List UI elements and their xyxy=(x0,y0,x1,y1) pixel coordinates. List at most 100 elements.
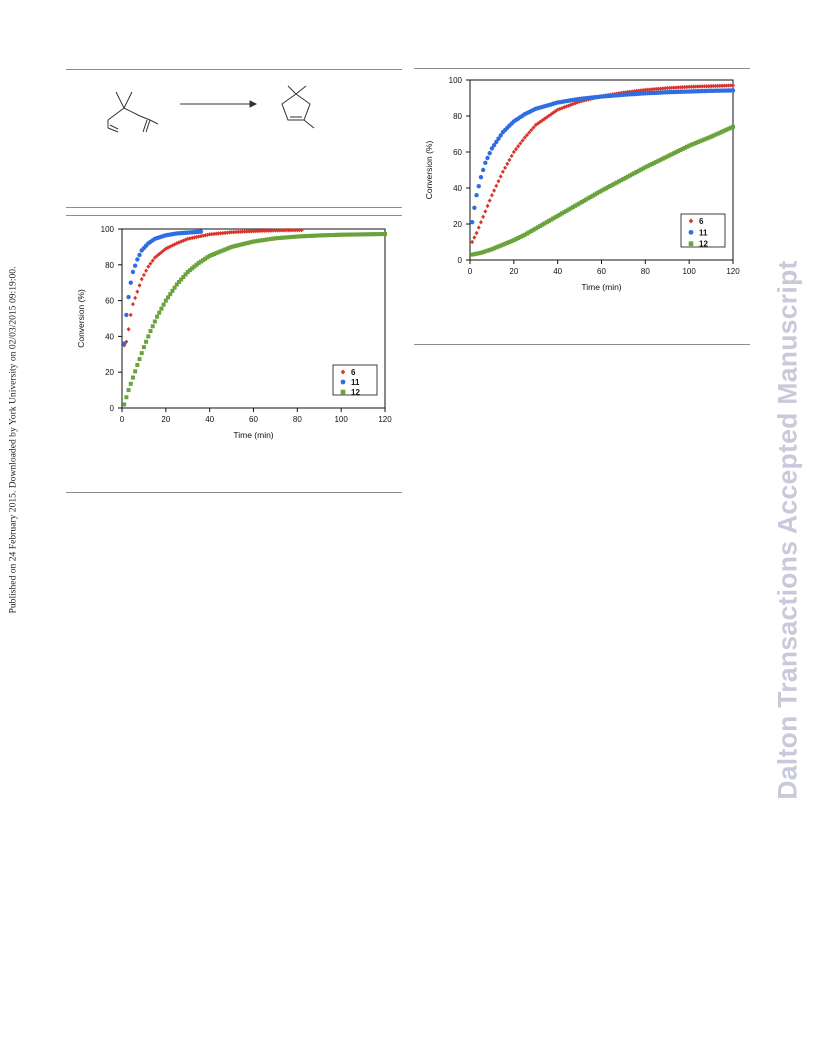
data-point xyxy=(251,239,256,244)
data-point xyxy=(295,227,300,233)
data-point xyxy=(494,139,499,145)
download-note-text: Published on 24 February 2015. Downloade… xyxy=(7,266,19,614)
data-point xyxy=(663,86,668,91)
data-point xyxy=(336,232,341,237)
data-point xyxy=(726,126,731,131)
data-point xyxy=(258,228,263,234)
legend-marker xyxy=(688,241,694,247)
data-point xyxy=(511,149,516,155)
data-point xyxy=(531,125,536,130)
data-point xyxy=(498,243,503,248)
data-point xyxy=(702,137,707,142)
legend-label: 11 xyxy=(351,378,360,387)
data-point xyxy=(264,228,269,233)
data-point xyxy=(505,161,510,167)
legend-box xyxy=(680,213,726,248)
data-point xyxy=(470,239,475,245)
data-point xyxy=(253,228,258,234)
data-point xyxy=(238,229,243,234)
data-point xyxy=(172,242,177,247)
data-point xyxy=(242,229,247,234)
data-point xyxy=(339,232,344,237)
data-point xyxy=(365,232,370,237)
data-point xyxy=(476,225,481,230)
data-point xyxy=(304,234,309,239)
data-point xyxy=(645,164,650,169)
data-point xyxy=(168,244,173,249)
substrate-bond xyxy=(115,91,125,109)
data-point xyxy=(645,87,650,92)
data-point xyxy=(503,241,508,246)
journal-watermark-text: Dalton Transactions Accepted Manuscript xyxy=(772,260,803,800)
data-point xyxy=(715,83,720,89)
data-point xyxy=(216,250,221,255)
data-point xyxy=(161,302,166,307)
x-tick-label: 100 xyxy=(334,415,348,424)
data-point xyxy=(709,134,714,139)
rule-right-bottom xyxy=(414,344,750,345)
data-point xyxy=(201,233,206,238)
data-point xyxy=(656,158,661,163)
data-point xyxy=(529,127,534,133)
data-point xyxy=(470,252,475,257)
series-12 xyxy=(470,124,735,257)
data-point xyxy=(731,83,735,88)
data-point xyxy=(361,232,366,237)
data-point xyxy=(374,232,379,237)
data-point xyxy=(128,312,133,318)
data-point xyxy=(301,234,306,239)
data-point xyxy=(137,252,142,258)
data-point xyxy=(299,227,304,233)
data-point xyxy=(297,234,302,239)
data-point xyxy=(286,228,291,233)
data-point xyxy=(198,229,204,234)
data-point xyxy=(150,324,155,329)
data-point xyxy=(220,230,225,236)
data-point xyxy=(130,375,135,380)
product-ring xyxy=(281,93,311,121)
download-note: Published on 24 February 2015. Downloade… xyxy=(2,240,24,640)
data-point xyxy=(312,233,317,238)
data-point xyxy=(505,240,510,245)
data-point xyxy=(720,129,725,134)
data-point xyxy=(229,230,234,235)
data-point xyxy=(700,84,705,89)
data-point xyxy=(590,193,595,198)
data-point xyxy=(196,261,201,266)
data-point xyxy=(187,236,192,241)
data-point xyxy=(654,159,659,164)
data-point xyxy=(133,369,138,374)
data-point xyxy=(356,232,361,237)
data-point xyxy=(231,244,236,249)
data-point xyxy=(564,104,569,109)
data-point xyxy=(489,146,495,151)
y-tick-label: 0 xyxy=(110,404,115,413)
data-point xyxy=(209,231,214,237)
data-point xyxy=(693,84,698,89)
data-point xyxy=(135,363,140,368)
data-point xyxy=(623,175,628,180)
data-point xyxy=(575,202,580,207)
data-point xyxy=(496,178,501,184)
data-point xyxy=(376,232,381,237)
data-point xyxy=(663,155,668,160)
data-point xyxy=(695,140,700,145)
legend-marker xyxy=(340,379,346,385)
data-point xyxy=(518,234,523,239)
data-point xyxy=(122,402,127,407)
data-point xyxy=(546,218,551,223)
data-point xyxy=(641,166,646,171)
rule-left-top xyxy=(66,69,402,70)
data-point xyxy=(282,235,287,240)
data-point xyxy=(652,160,657,165)
data-point xyxy=(264,237,269,242)
x-tick-label: 0 xyxy=(468,267,473,276)
data-point xyxy=(258,238,263,243)
data-point xyxy=(509,153,514,159)
data-point xyxy=(229,244,234,249)
data-point xyxy=(564,208,569,213)
data-point xyxy=(240,242,245,247)
data-point xyxy=(474,193,479,198)
data-point xyxy=(546,113,551,119)
y-axis-label: Conversion (%) xyxy=(424,141,434,200)
